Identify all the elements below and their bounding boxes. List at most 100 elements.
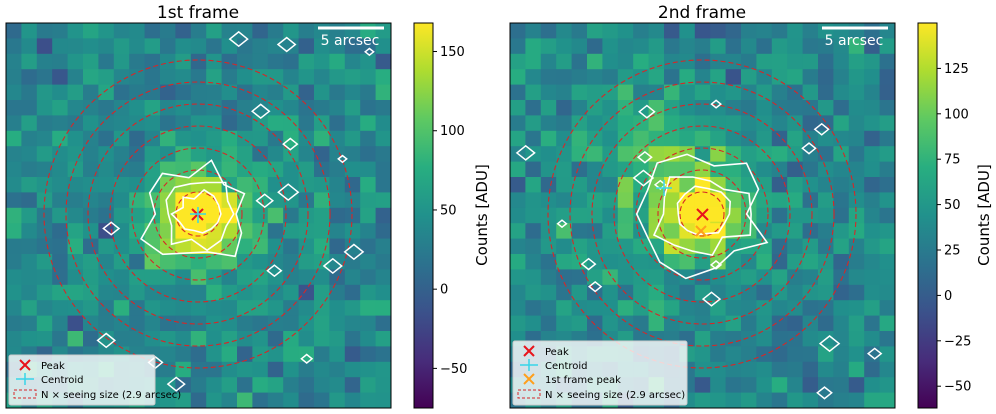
heatmap-cell: [283, 377, 299, 393]
heatmap-cell: [617, 300, 634, 316]
heatmap-cell: [298, 146, 315, 162]
heatmap-cell: [617, 130, 634, 147]
heatmap-cell: [6, 269, 22, 286]
heatmap-cell: [879, 207, 895, 224]
heatmap-cell: [21, 177, 38, 193]
heatmap-cell: [879, 315, 895, 332]
heatmap-cell: [510, 23, 526, 39]
heatmap-cell: [221, 161, 238, 178]
heatmap-cell: [329, 192, 346, 209]
heatmap-cell: [144, 100, 161, 116]
scale-bar-label: 5 arcsec: [321, 33, 380, 49]
heatmap-cell: [314, 238, 330, 255]
heatmap-cell: [67, 269, 84, 286]
heatmap-cell: [83, 130, 99, 147]
contour-line: [282, 137, 299, 151]
heatmap-cell: [21, 331, 38, 347]
heatmap-cell: [648, 238, 665, 255]
heatmap-cell: [267, 115, 284, 132]
heatmap-cell: [67, 69, 84, 85]
heatmap-cell: [664, 53, 680, 70]
heatmap-cell: [190, 192, 207, 209]
heatmap-cell: [175, 130, 192, 147]
heatmap-cell: [818, 254, 834, 270]
heatmap-cell: [864, 192, 880, 209]
heatmap-cell: [633, 84, 649, 101]
heatmap-cell: [725, 223, 742, 239]
heatmap-cell: [314, 100, 330, 116]
heatmap-cell: [879, 377, 895, 393]
heatmap-cell: [98, 115, 115, 132]
heatmap-cell: [756, 192, 773, 209]
heatmap-cell: [36, 84, 53, 101]
heatmap-cell: [160, 146, 176, 162]
heatmap-cell: [802, 377, 819, 393]
heatmap-cell: [129, 146, 145, 162]
heatmap-cell: [771, 53, 788, 70]
heatmap-cell: [864, 315, 880, 332]
heatmap-cell: [129, 38, 145, 55]
heatmap-cell: [848, 269, 865, 286]
heatmap-cell: [83, 254, 99, 270]
heatmap-cell: [879, 300, 895, 316]
heatmap-cell: [252, 284, 269, 301]
heatmap-cell: [756, 207, 773, 224]
contour-line: [580, 257, 597, 271]
heatmap-cell: [571, 223, 588, 239]
heatmap-cell: [175, 115, 192, 132]
heatmap-cell: [67, 284, 84, 301]
heatmap-cell: [510, 84, 526, 101]
heatmap-cell: [510, 269, 526, 286]
heatmap-cell: [617, 207, 634, 224]
heatmap-cell: [237, 238, 253, 255]
heatmap-cell: [298, 377, 315, 393]
heatmap-cell: [648, 53, 665, 70]
heatmap-cell: [52, 223, 68, 239]
heatmap-cell: [556, 53, 572, 70]
heatmap-cell: [36, 284, 53, 301]
seeing-circle: [65, 81, 331, 347]
heatmap-cell: [771, 361, 788, 378]
heatmap-cell: [848, 84, 865, 101]
heatmap-cell: [710, 331, 726, 347]
heatmap-cell: [864, 207, 880, 224]
heatmap-cell: [510, 161, 526, 178]
heatmap-cell: [360, 284, 376, 301]
heatmap-cell: [694, 53, 711, 70]
heatmap-cell: [848, 192, 865, 209]
heatmap-cell: [144, 300, 161, 316]
heatmap-cell: [725, 269, 742, 286]
contour-line: [866, 347, 883, 360]
heatmap-cell: [190, 392, 207, 408]
heatmap-cell: [360, 269, 376, 286]
heatmap-cell: [267, 238, 284, 255]
heatmap-cell: [52, 269, 68, 286]
heatmap-cell: [679, 38, 696, 55]
heatmap-cell: [283, 23, 299, 39]
heatmap-cell: [787, 238, 803, 255]
heatmap-cell: [602, 192, 619, 209]
heatmap-cell: [360, 69, 376, 85]
heatmap-cell: [129, 284, 145, 301]
heatmap-cell: [787, 377, 803, 393]
contour-line: [701, 291, 722, 307]
heatmap-cell: [129, 69, 145, 85]
legend-entry: Centroid: [545, 361, 588, 372]
heatmap-cell: [283, 69, 299, 85]
heatmap-cell: [298, 192, 315, 209]
heatmap-cell: [571, 238, 588, 255]
heatmap-cell: [571, 69, 588, 85]
colorbar-ticks: 150 100 50 0 −50: [433, 45, 467, 377]
heatmap-cell: [98, 192, 115, 209]
heatmap-cell: [113, 331, 130, 347]
heatmap-cell: [83, 300, 99, 316]
heatmap-cell: [375, 392, 391, 408]
heatmap-cell: [802, 269, 819, 286]
heatmap-cell: [175, 284, 192, 301]
heatmap-cell: [833, 331, 850, 347]
heatmap-cell: [160, 23, 176, 39]
heatmap-cell: [833, 207, 850, 224]
heatmap-cell: [679, 84, 696, 101]
colorbar-tick-label: 100: [440, 124, 465, 139]
heatmap-cell: [344, 223, 361, 239]
